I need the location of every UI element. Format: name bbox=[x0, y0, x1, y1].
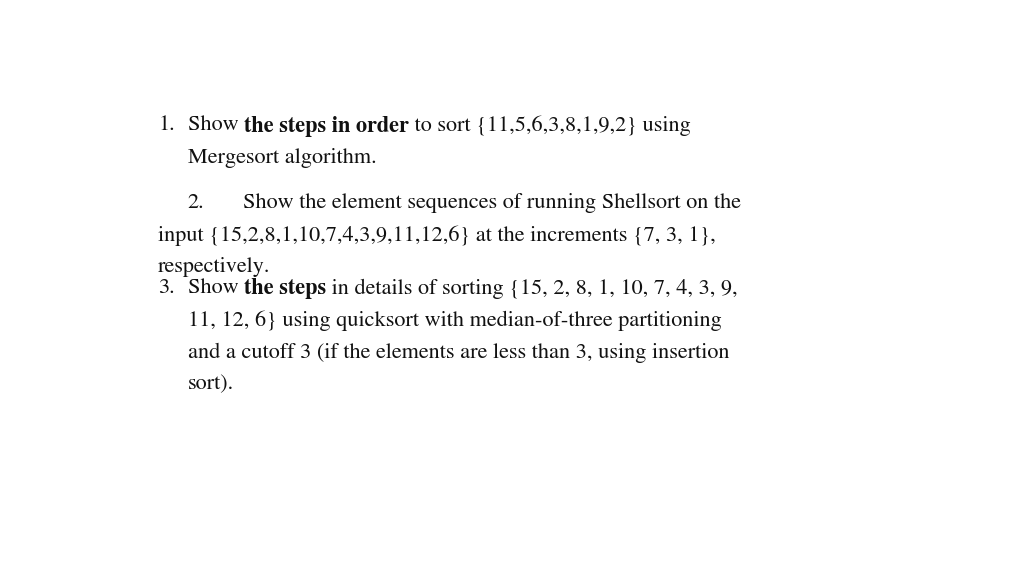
Text: the steps in order: the steps in order bbox=[244, 116, 409, 137]
Text: the steps: the steps bbox=[244, 278, 326, 300]
Text: Show: Show bbox=[187, 116, 244, 135]
Text: 3.: 3. bbox=[158, 278, 175, 298]
Text: and a cutoff 3 (if the elements are less than 3, using insertion: and a cutoff 3 (if the elements are less… bbox=[187, 342, 729, 363]
Text: Show: Show bbox=[187, 278, 244, 298]
Text: in details of sorting {15, 2, 8, 1, 10, 7, 4, 3, 9,: in details of sorting {15, 2, 8, 1, 10, … bbox=[326, 278, 737, 299]
Text: sort).: sort). bbox=[187, 374, 233, 394]
Text: input {15,2,8,1,10,7,4,3,9,11,12,6} at the increments {7, 3, 1},: input {15,2,8,1,10,7,4,3,9,11,12,6} at t… bbox=[158, 225, 716, 246]
Text: 1.: 1. bbox=[158, 116, 175, 135]
Text: respectively.: respectively. bbox=[158, 257, 270, 277]
Text: to sort {11,5,6,3,8,1,9,2} using: to sort {11,5,6,3,8,1,9,2} using bbox=[409, 116, 690, 137]
Text: 11, 12, 6} using quicksort with median-of-three partitioning: 11, 12, 6} using quicksort with median-o… bbox=[187, 310, 721, 331]
Text: 2.: 2. bbox=[187, 194, 204, 213]
Text: Show the element sequences of running Shellsort on the: Show the element sequences of running Sh… bbox=[243, 194, 741, 213]
Text: Mergesort algorithm.: Mergesort algorithm. bbox=[187, 147, 376, 168]
